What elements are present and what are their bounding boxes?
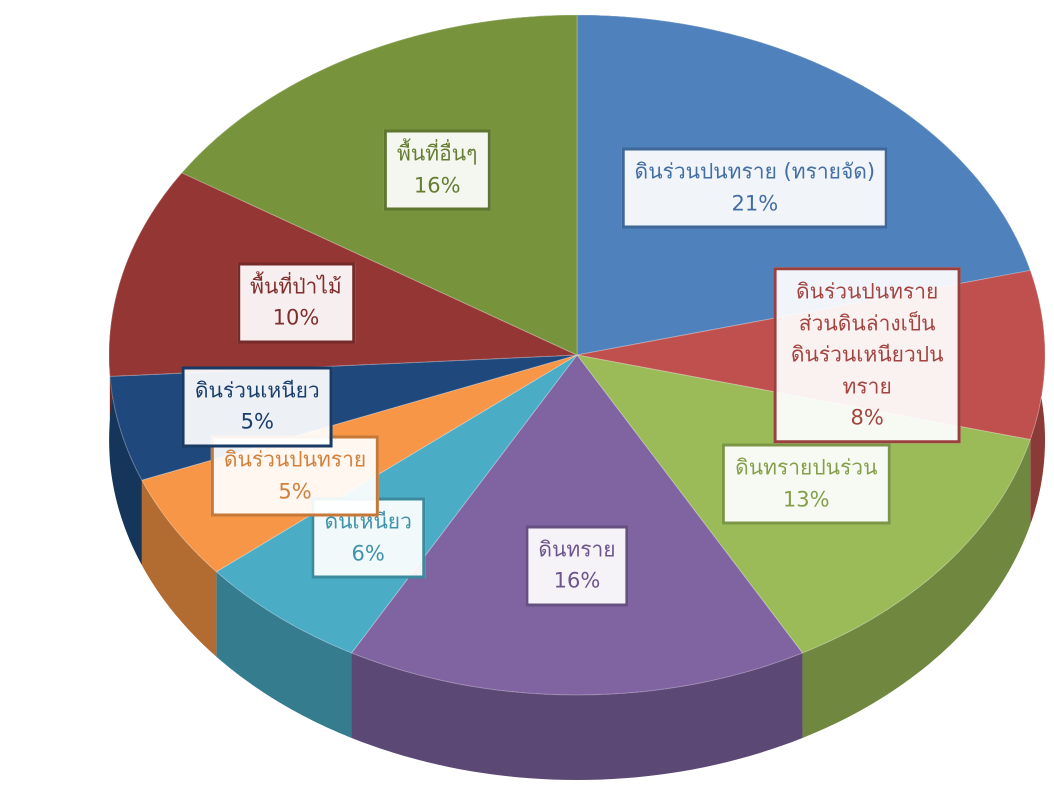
slice-label: พื้นที่อื่นๆ 16% [384,129,491,211]
slice-value: 16% [413,173,461,198]
slice-category: ดินร่วนปนทราย ส่วนดินล่างเป็น ดินร่วนเหน… [790,279,944,398]
slice-value: 10% [272,305,320,330]
slice-side [109,376,142,566]
slice-value: 21% [731,191,779,216]
slice-side [802,439,1031,738]
slice-value: 16% [553,568,601,593]
slice-label: พื้นที่ป่าไม้ 10% [237,262,355,344]
slice-category: ดินทรายปนร่วน [735,455,878,480]
slice [350,354,804,696]
slice-label: ดินร่วนปนทราย (ทรายจัด) 21% [621,147,889,229]
slice-value: 8% [850,405,884,430]
slice-label: ดินร่วนปนทราย 5% [210,435,380,517]
slice-label: ดินร่วนปนทราย ส่วนดินล่างเป็น ดินร่วนเหน… [773,267,961,443]
slice-label: ดินร่วนเหนียว 5% [181,366,333,448]
slice-side [351,652,803,780]
slice-side [216,571,352,738]
slice-label: ดินทรายปนร่วน 13% [722,443,891,525]
slice-value: 5% [240,409,274,434]
slice-label: ดินทราย 16% [525,525,629,607]
slice-value: 5% [278,479,312,504]
slice-category: ดินร่วนปนทราย (ทรายจัด) [634,159,876,184]
slice-category: พื้นที่อื่นๆ [397,141,478,166]
slice-category: ดินร่วนปนทราย [223,447,367,472]
slice [181,14,578,356]
slice-value: 6% [351,541,385,566]
slice-category: พื้นที่ป่าไม้ [250,274,342,299]
slice-category: ดินทราย [538,537,616,562]
slice-value: 13% [782,487,830,512]
slice-category: ดินร่วนเหนียว [194,378,320,403]
slice-side [141,480,217,657]
